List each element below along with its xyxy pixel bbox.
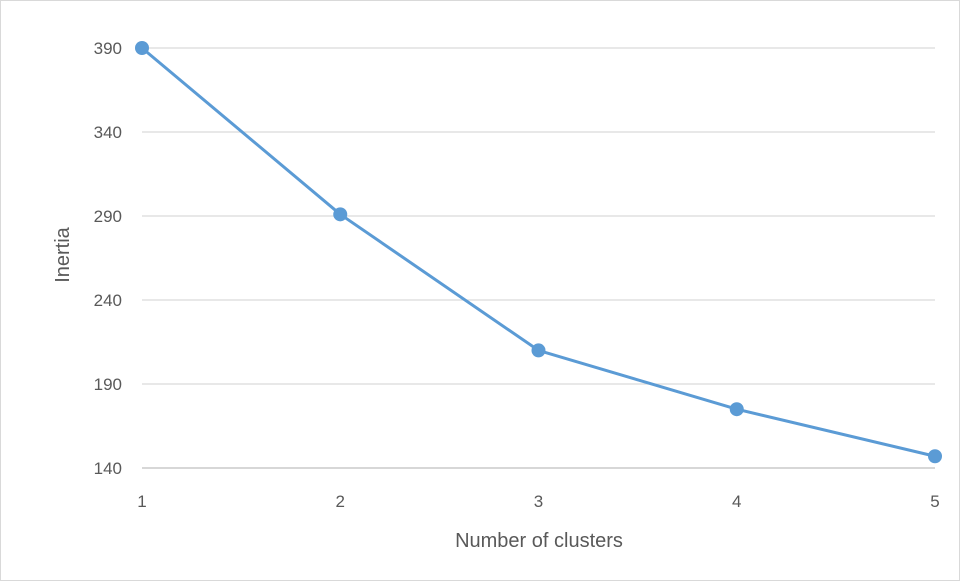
x-tick-label: 5 [930, 492, 939, 511]
x-axis-title: Number of clusters [455, 530, 623, 552]
y-tick-label: 290 [94, 207, 122, 226]
gridlines [142, 47, 935, 385]
y-tick-label: 340 [94, 123, 122, 142]
y-axis-title: Inertia [52, 226, 74, 282]
y-tick-label: 240 [94, 291, 122, 310]
data-point [531, 343, 546, 358]
data-point [333, 207, 348, 222]
y-tick-label: 190 [94, 375, 122, 394]
series-line [140, 46, 937, 458]
y-tick-label: 390 [94, 39, 122, 58]
y-axis-tick-labels: 140 190 240 290 340 390 [94, 39, 122, 478]
x-tick-label: 4 [732, 492, 741, 511]
y-tick-label: 140 [94, 459, 122, 478]
x-axis-tick-labels: 1 2 3 4 5 [137, 492, 939, 511]
x-tick-label: 2 [336, 492, 345, 511]
data-point [729, 402, 744, 417]
data-point [135, 41, 149, 55]
data-point [928, 449, 942, 464]
x-tick-label: 1 [137, 492, 146, 511]
x-tick-label: 3 [534, 492, 543, 511]
series-inertia [135, 41, 942, 464]
